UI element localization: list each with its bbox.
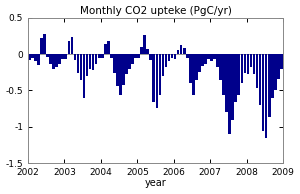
Bar [101, 54, 104, 58]
Bar [146, 49, 149, 54]
Bar [64, 54, 67, 59]
Title: Monthly CO2 upteke (PgC/yr): Monthly CO2 upteke (PgC/yr) [80, 6, 232, 16]
Bar [210, 54, 213, 61]
Bar [56, 54, 58, 67]
Bar [80, 54, 82, 80]
Bar [195, 54, 198, 80]
Bar [83, 54, 85, 98]
Bar [277, 54, 280, 79]
Bar [92, 54, 94, 70]
Bar [122, 54, 125, 85]
Bar [86, 54, 88, 76]
Bar [280, 54, 283, 69]
Bar [113, 54, 116, 73]
Bar [192, 54, 195, 95]
Bar [110, 54, 113, 58]
Bar [234, 54, 237, 102]
Bar [70, 37, 73, 54]
Bar [244, 54, 246, 73]
Bar [74, 54, 76, 60]
Bar [238, 54, 240, 95]
Bar [256, 54, 258, 87]
Bar [165, 54, 167, 67]
Bar [298, 54, 300, 134]
Bar [95, 54, 98, 64]
Bar [107, 41, 110, 54]
Bar [104, 44, 106, 54]
Bar [216, 54, 219, 67]
Bar [259, 54, 261, 105]
Bar [49, 54, 52, 64]
Bar [98, 54, 100, 58]
Bar [58, 54, 61, 64]
Bar [152, 54, 155, 102]
Bar [159, 54, 161, 95]
Bar [289, 54, 292, 69]
Bar [183, 48, 185, 54]
Bar [292, 54, 295, 90]
Bar [189, 54, 192, 83]
Bar [201, 54, 204, 66]
Bar [140, 47, 143, 54]
Bar [186, 54, 188, 58]
Bar [61, 54, 64, 59]
Bar [168, 54, 170, 61]
Bar [43, 34, 46, 54]
Bar [28, 54, 31, 60]
Bar [177, 50, 179, 54]
Bar [241, 54, 243, 83]
Bar [149, 54, 152, 60]
Bar [174, 54, 176, 59]
Bar [52, 54, 55, 69]
Bar [225, 54, 228, 112]
Bar [143, 35, 146, 54]
Bar [283, 54, 286, 66]
Bar [286, 54, 289, 61]
Bar [131, 54, 134, 64]
Bar [268, 54, 271, 117]
Bar [40, 38, 43, 54]
Bar [204, 54, 207, 64]
Bar [247, 54, 249, 74]
Bar [295, 54, 298, 112]
Bar [222, 54, 225, 95]
Bar [162, 54, 164, 76]
Bar [262, 54, 264, 131]
Bar [31, 54, 34, 58]
Bar [68, 41, 70, 54]
Bar [265, 54, 268, 139]
Bar [274, 54, 277, 90]
Bar [250, 54, 252, 67]
Bar [155, 54, 158, 108]
Bar [34, 54, 37, 61]
Bar [134, 54, 137, 58]
Bar [207, 54, 210, 59]
Bar [116, 54, 119, 86]
Bar [125, 54, 128, 74]
Bar [76, 54, 79, 73]
Bar [171, 54, 173, 58]
Bar [219, 54, 222, 80]
Bar [89, 54, 92, 69]
Bar [128, 54, 131, 69]
Bar [253, 54, 255, 74]
Bar [137, 54, 140, 58]
X-axis label: year: year [145, 178, 166, 188]
Bar [198, 54, 201, 72]
Bar [271, 54, 274, 98]
Bar [119, 54, 122, 95]
Bar [213, 54, 216, 59]
Bar [180, 45, 182, 54]
Bar [228, 54, 231, 134]
Bar [46, 54, 49, 57]
Bar [231, 54, 234, 120]
Bar [37, 54, 40, 65]
